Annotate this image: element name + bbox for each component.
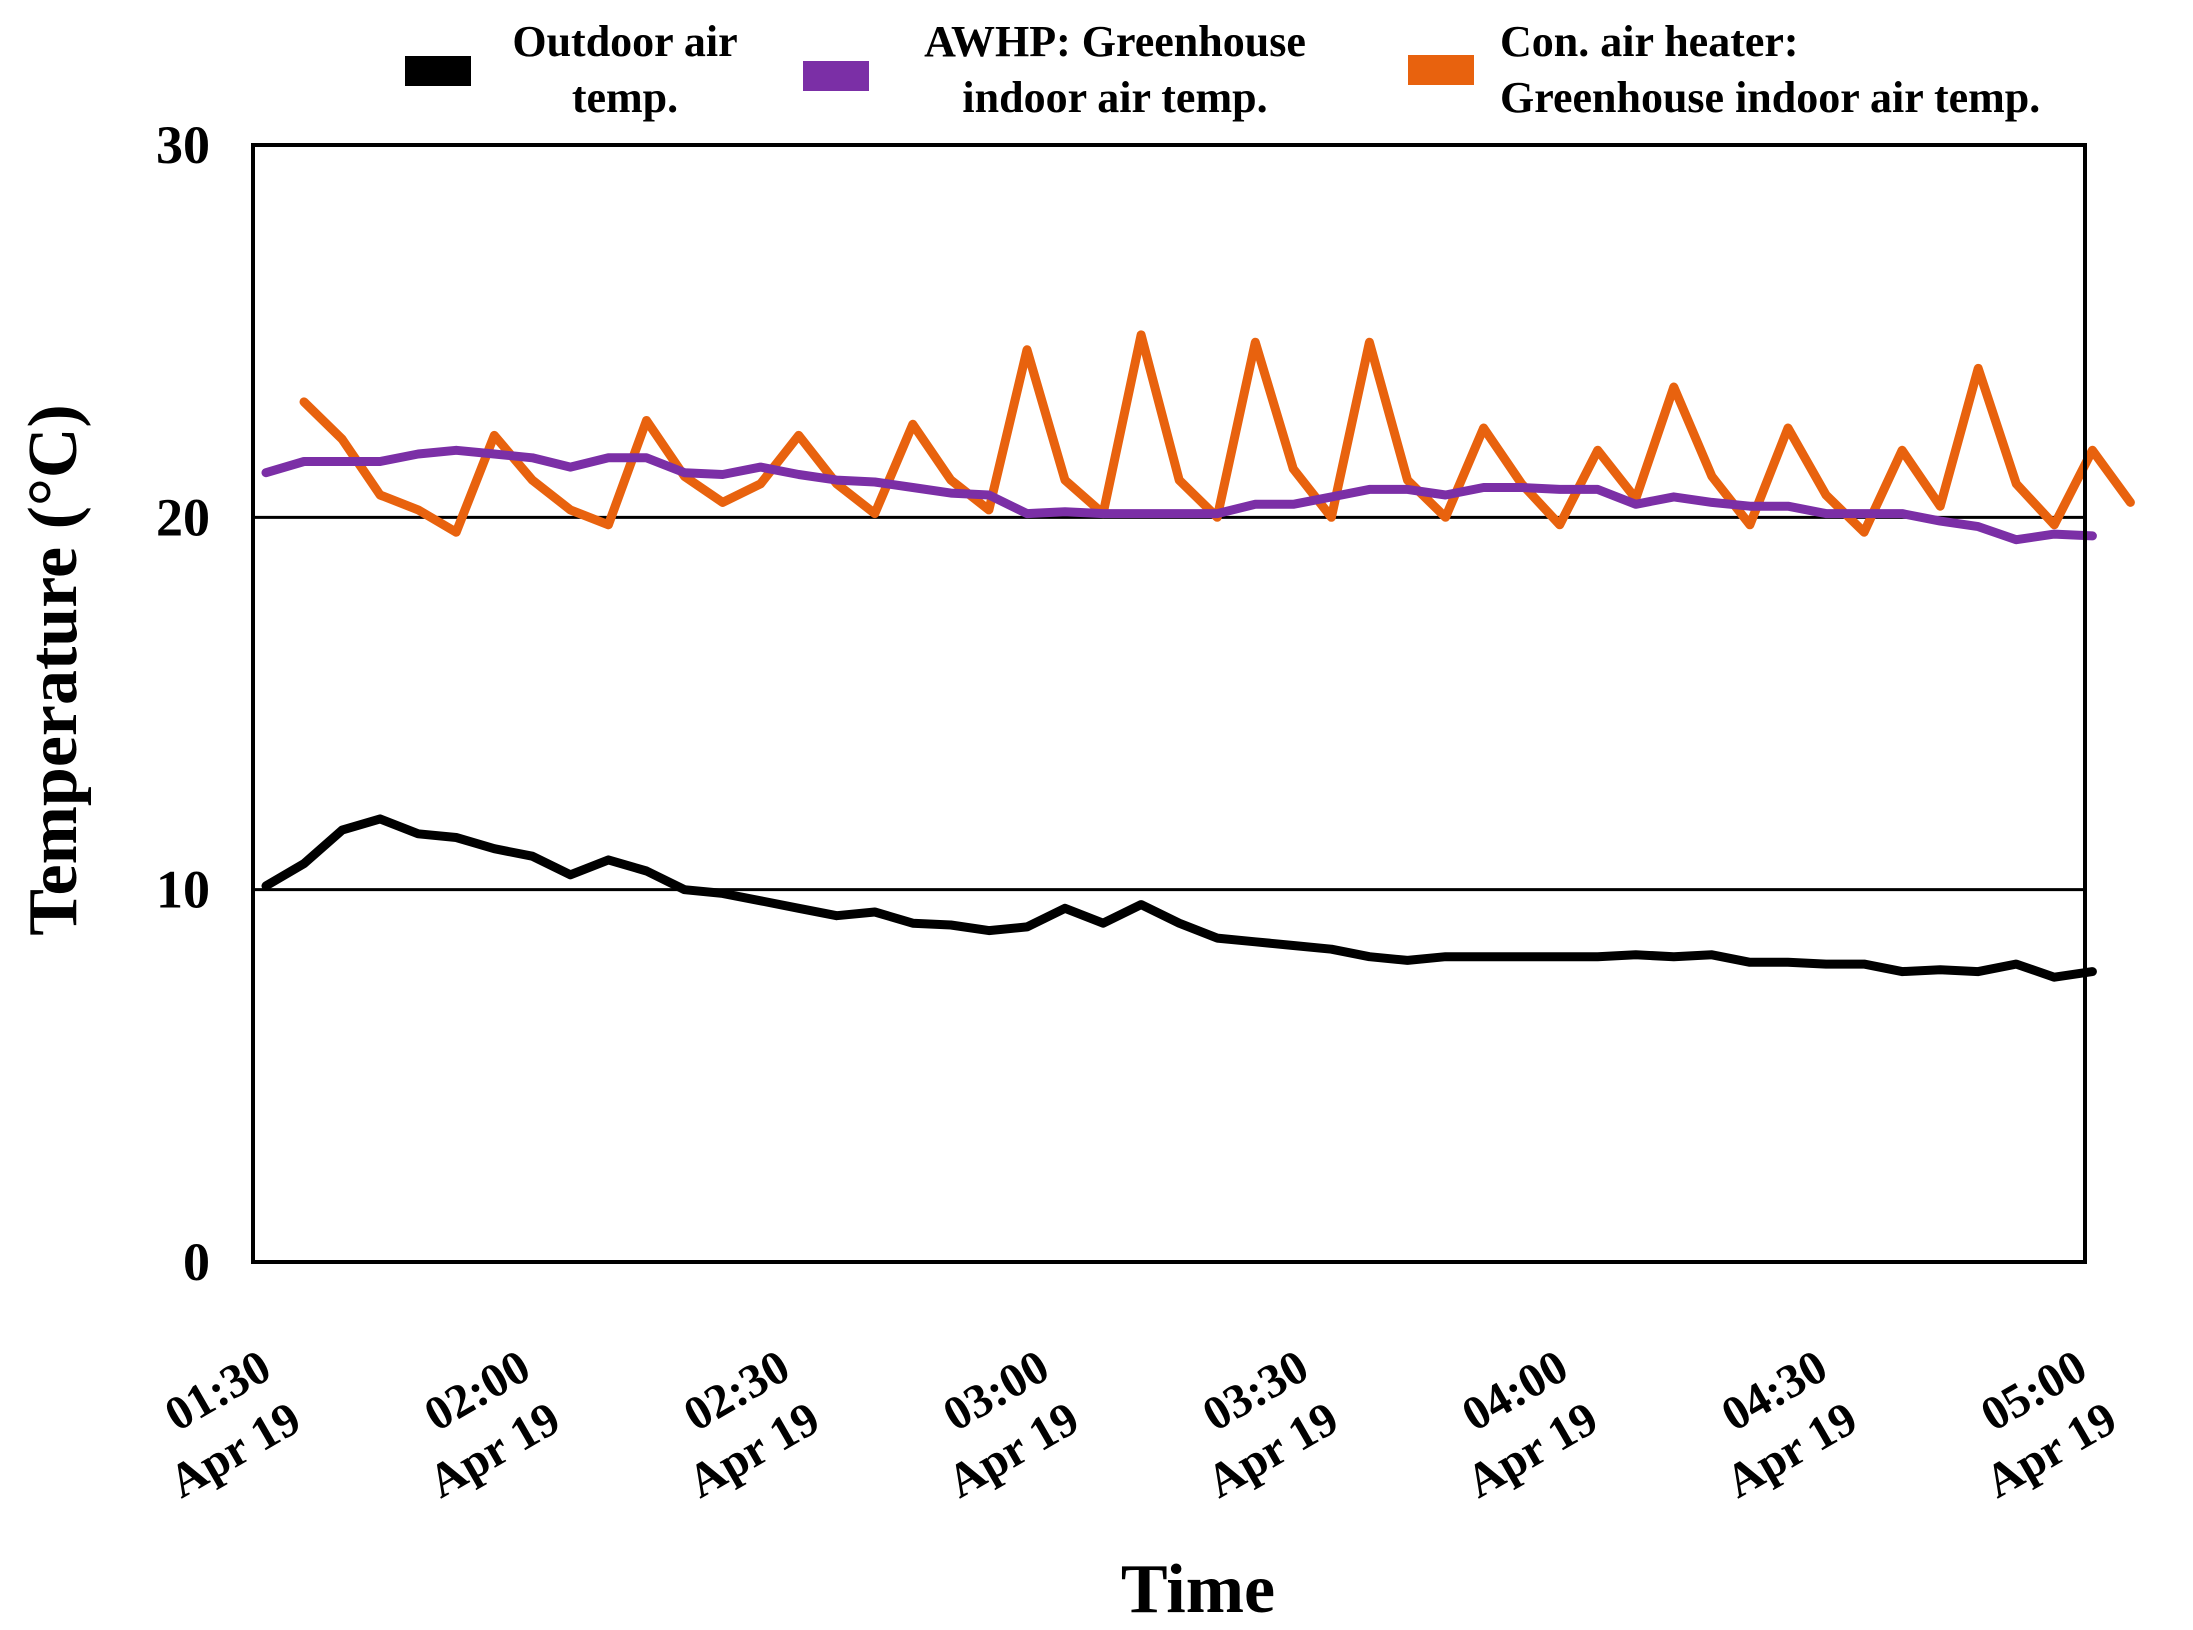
plot-area xyxy=(251,143,2135,1264)
x-axis-label: Time xyxy=(1121,1551,1275,1628)
legend-item-conventional-heater: Con. air heater: Greenhouse indoor air t… xyxy=(1408,17,2040,122)
y-axis-label: Temperature (°C) xyxy=(15,404,92,936)
legend-item-awhp: AWHP: Greenhouse indoor air temp. xyxy=(803,17,1306,122)
y-axis-ticks: 0 10 20 30 xyxy=(156,115,210,1292)
legend-item-outdoor: Outdoor air temp. xyxy=(405,17,738,122)
legend-label-conventional-heater-line1: Con. air heater: xyxy=(1500,17,1799,66)
legend-label-conventional-heater-line2: Greenhouse indoor air temp. xyxy=(1500,73,2040,122)
legend-label-outdoor-line1: Outdoor air xyxy=(512,17,737,66)
legend-label-awhp-line1: AWHP: Greenhouse xyxy=(924,17,1306,66)
legend-swatch-conventional-heater xyxy=(1408,55,1474,85)
legend-swatch-outdoor xyxy=(405,56,471,86)
legend: Outdoor air temp. AWHP: Greenhouse indoo… xyxy=(405,17,2040,122)
y-tick-label-3: 30 xyxy=(156,115,210,175)
plot-frame xyxy=(251,143,2087,1264)
y-tick-label-0: 0 xyxy=(183,1232,210,1292)
gridlines xyxy=(253,515,2085,892)
y-tick-label-1: 10 xyxy=(156,860,210,920)
series-outdoor-line xyxy=(261,814,2097,982)
legend-label-outdoor-line2: temp. xyxy=(572,73,678,122)
series-awhp-line xyxy=(261,445,2097,545)
series-conventional-heater-line xyxy=(299,330,2135,537)
legend-label-awhp-line2: indoor air temp. xyxy=(962,73,1267,122)
legend-swatch-awhp xyxy=(803,61,869,91)
series-layer xyxy=(261,330,2135,982)
y-tick-label-2: 20 xyxy=(156,487,210,547)
